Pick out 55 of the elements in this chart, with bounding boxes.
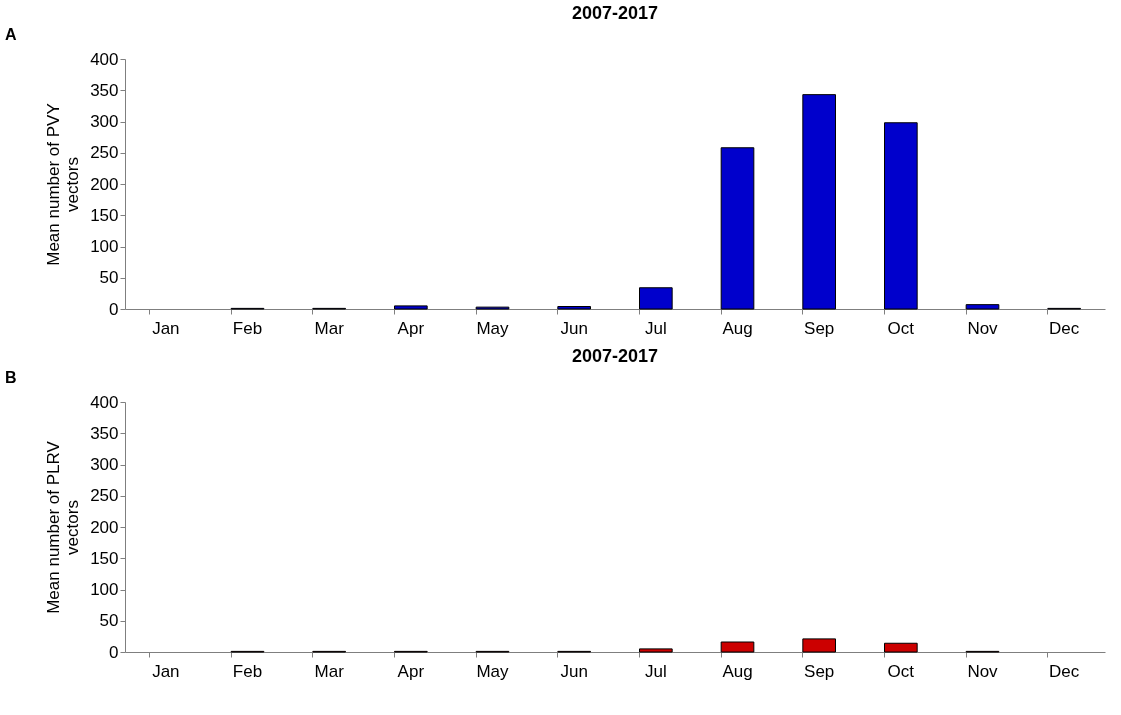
- x-tick-label: Oct: [887, 661, 915, 681]
- x-tick-label: Feb: [232, 661, 263, 681]
- x-tick-label: Jun: [560, 661, 588, 681]
- y-axis-title: Mean number of PLRV vectors: [44, 440, 83, 614]
- bar: [720, 147, 755, 310]
- y-tick-label: 150: [90, 548, 119, 568]
- y-tick-label: 50: [99, 268, 119, 288]
- y-tick-label: 300: [90, 455, 119, 474]
- bar: [802, 94, 836, 310]
- x-tick-label: Feb: [232, 318, 263, 338]
- x-tick-label: Jul: [644, 318, 667, 338]
- x-tick-label: Jun: [560, 318, 588, 338]
- bar: [394, 305, 428, 310]
- x-tick-label: Mar: [314, 318, 345, 338]
- y-tick-label: 350: [90, 423, 119, 443]
- bar: [884, 122, 918, 310]
- y-tick-label: 250: [90, 143, 119, 163]
- x-tick-label: Sep: [804, 661, 835, 681]
- chart-title: 2007-2017: [571, 3, 659, 23]
- y-tick-label: 250: [90, 486, 119, 506]
- x-tick-label: May: [476, 661, 510, 681]
- bar: [557, 306, 591, 310]
- x-tick-label: Aug: [722, 661, 753, 681]
- y-axis-title: Mean number of PVY vectors: [44, 103, 83, 266]
- y-tick-label: 400: [90, 49, 119, 69]
- y-tick-label: 0: [109, 642, 119, 662]
- y-tick-label: 50: [99, 611, 119, 631]
- y-tick-label: 150: [90, 205, 119, 225]
- x-tick-label: Mar: [314, 661, 345, 681]
- x-tick-label: Jan: [152, 318, 180, 338]
- y-tick-label: 200: [90, 517, 119, 537]
- x-tick-label: Nov: [967, 318, 999, 338]
- x-tick-label: Dec: [1049, 318, 1080, 338]
- y-tick-label: 200: [90, 174, 119, 194]
- y-tick-label: 300: [90, 112, 119, 131]
- text: A: [5, 26, 17, 43]
- y-tick-label: 100: [90, 580, 119, 599]
- x-tick-label: May: [476, 318, 510, 338]
- x-tick-label: Dec: [1049, 661, 1080, 681]
- bar: [639, 287, 673, 310]
- x-tick-label: Jul: [644, 661, 667, 681]
- x-tick-label: Oct: [887, 318, 915, 338]
- text: B: [5, 369, 17, 386]
- chart-title: 2007-2017: [571, 346, 659, 366]
- x-tick-label: Jan: [152, 661, 180, 681]
- x-tick-label: Apr: [397, 661, 425, 681]
- x-tick-label: Nov: [967, 661, 999, 681]
- y-tick-label: 0: [109, 299, 119, 319]
- y-tick-label: 350: [90, 80, 119, 100]
- x-tick-label: Aug: [722, 318, 753, 338]
- x-tick-label: Apr: [397, 318, 425, 338]
- y-tick-label: 400: [90, 392, 119, 412]
- y-tick-label: 100: [90, 237, 119, 256]
- x-tick-label: Sep: [804, 318, 835, 338]
- bar: [965, 304, 1000, 310]
